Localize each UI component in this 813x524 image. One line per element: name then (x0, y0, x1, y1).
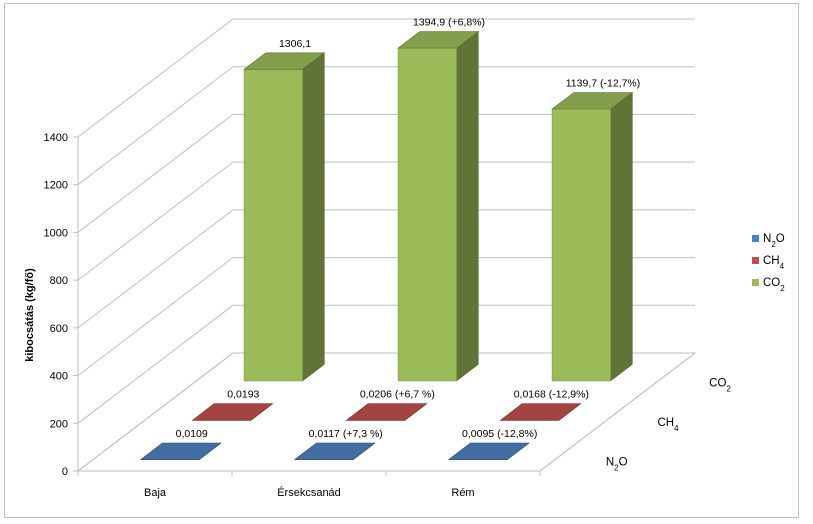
legend-label: N2O (763, 233, 785, 249)
bar-CH4-0 (191, 403, 274, 421)
data-labels: 1306,1 1394,9 (+6,8%) 1139,7 (-12,7%) 0,019… (176, 17, 641, 440)
x-tick-label: Baja (144, 487, 167, 499)
series-axis-label: N2O (606, 456, 628, 472)
side-edge (539, 352, 696, 472)
data-label: 1139,7 (-12,7%) (566, 78, 641, 90)
data-label: 0,0206 (+6,7 %) (360, 389, 435, 401)
data-label: 0,0117 (+7,3 %) (309, 428, 383, 440)
y-axis-title: kibocsátás (kg/fő) (24, 268, 36, 362)
y-tick-label: 1400 (44, 132, 68, 144)
gridline-1400 (77, 18, 695, 138)
y-tick-label: 1000 (44, 227, 68, 239)
bar-CO2-1 (397, 30, 480, 382)
y-tick-label: 800 (50, 275, 68, 287)
bar-CO2-2 (551, 91, 634, 382)
data-label: 1306,1 (279, 38, 311, 50)
legend-item: CO2 (752, 277, 785, 293)
series-axis-ticks: N2O CH4 CO2 (606, 378, 732, 472)
legend-label: CH4 (763, 255, 785, 271)
legend: N2O CH4 CO2 (752, 233, 785, 293)
bar-CH4-2 (499, 403, 582, 421)
legend-swatch (752, 257, 759, 264)
y-tick-label: 0 (62, 466, 68, 478)
data-label: 0,0109 (176, 428, 208, 440)
y-tick-label: 200 (50, 418, 68, 430)
y-tick-label: 1200 (44, 180, 68, 192)
y-axis-ticks: 0 200 400 600 800 1000 1200 1400 (44, 132, 78, 478)
y-tick-label: 400 (50, 371, 68, 383)
bar-N2-2 (447, 442, 530, 460)
gridline-400 (77, 257, 695, 376)
gridline-1000 (77, 113, 695, 233)
bar-CO2-0 (243, 52, 326, 382)
bar-N2-0 (139, 442, 222, 460)
gridline-200 (77, 304, 695, 424)
x-tick-label: Rém (451, 487, 474, 499)
gridline-1200 (77, 66, 695, 186)
series-axis-label: CO2 (709, 378, 731, 394)
legend-item: CH4 (752, 255, 785, 271)
legend-swatch (752, 235, 759, 242)
legend-label: CO2 (763, 277, 785, 293)
legend-swatch (752, 279, 759, 286)
data-label: 1394,9 (+6,8%) (413, 17, 485, 29)
bar-CH4-1 (345, 403, 428, 421)
gridlines (77, 18, 695, 472)
x-tick-label: Érsekcsanád (277, 486, 341, 499)
chart-marks (139, 30, 634, 460)
y-tick-label: 600 (50, 323, 68, 335)
data-label: 0,0193 (227, 389, 259, 401)
series-axis-label: CH4 (658, 417, 680, 433)
gridline-0 (77, 352, 695, 472)
legend-item: N2O (752, 233, 785, 249)
data-label: 0,0168 (-12,9%) (514, 389, 589, 401)
data-label: 0,0095 (-12,8%) (462, 428, 537, 440)
gridline-600 (77, 209, 695, 329)
x-axis-ticks: Baja Érsekcsanád Rém (77, 471, 541, 499)
bar-N2-1 (293, 442, 376, 460)
gridline-800 (77, 161, 695, 281)
